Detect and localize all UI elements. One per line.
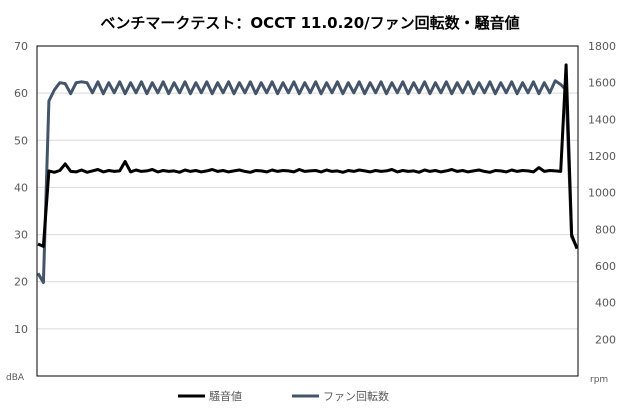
plot-area-border (36, 45, 579, 377)
right-axis-ticks: 200 400 600 800 1000 1200 1400 1600 1800 (588, 40, 616, 346)
left-axis-label: dBA (6, 373, 25, 383)
right-tick-label: 1400 (588, 113, 616, 126)
right-tick-label: 800 (595, 223, 616, 236)
right-tick-label: 200 (595, 333, 616, 346)
left-tick-label: 70 (14, 40, 28, 53)
series-lines (36, 63, 579, 284)
fan-speed-series-line (36, 79, 579, 284)
left-tick-label: 50 (14, 134, 28, 147)
left-axis-ticks: 10 20 30 40 50 60 70 (14, 40, 28, 336)
right-tick-label: 400 (595, 297, 616, 310)
left-tick-label: 40 (14, 181, 28, 194)
left-tick-label: 60 (14, 87, 28, 100)
left-tick-label: 20 (14, 276, 28, 289)
right-tick-label: 1600 (588, 77, 616, 90)
left-tick-label: 30 (14, 229, 28, 242)
right-tick-label: 1800 (588, 40, 616, 53)
right-tick-label: 1200 (588, 150, 616, 163)
legend-label-fan: ファン回転数 (323, 390, 389, 403)
noise-series-line (37, 63, 579, 250)
right-tick-label: 600 (595, 260, 616, 273)
legend-label-noise: 騒音値 (209, 389, 242, 403)
legend: 騒音値 ファン回転数 (178, 389, 389, 403)
left-tick-label: 10 (14, 323, 28, 336)
chart-title: ベンチマークテスト：OCCT 11.0.20/ファン回転数・騒音値 (100, 14, 519, 32)
right-tick-label: 1000 (588, 187, 616, 200)
right-axis-label: rpm (590, 375, 608, 385)
